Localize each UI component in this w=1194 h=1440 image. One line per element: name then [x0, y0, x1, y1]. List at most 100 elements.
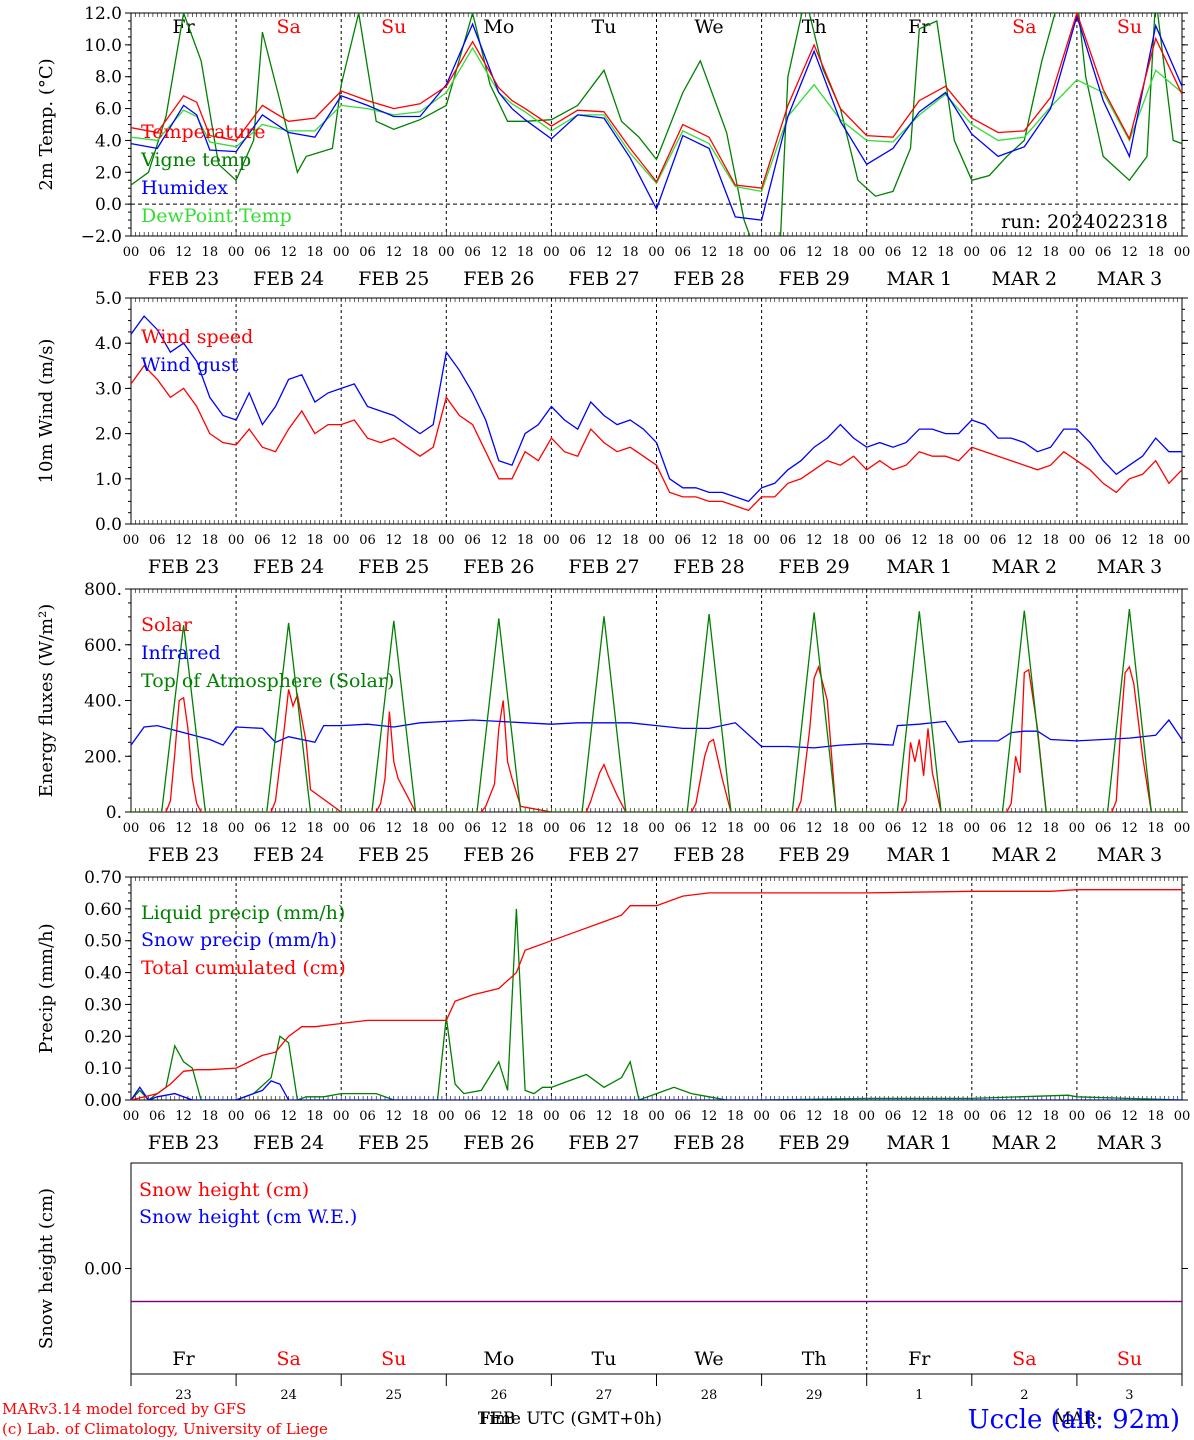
hour-tick-label: 18 [307, 245, 324, 260]
y-tick-label: 400. [84, 692, 122, 712]
y-tick-label: 800. [84, 580, 122, 600]
legend-entry: Wind gust [141, 354, 239, 376]
run-label: run: 2024022318 [1001, 211, 1168, 233]
day-abbr: Su [381, 16, 406, 38]
hour-tick-label: 12 [385, 245, 402, 260]
date-label: FEB 26 [463, 844, 534, 866]
hour-tick-label: 06 [780, 821, 797, 836]
day-abbr: Su [1117, 16, 1142, 38]
day-number: 1 [915, 1388, 923, 1403]
series-line-top-of-atmosphere-solar- [131, 609, 1182, 812]
series-line-wind-speed [131, 364, 1182, 512]
hour-tick-label: 18 [307, 821, 324, 836]
hour-tick-label: 06 [1095, 245, 1112, 260]
series-line-temperature [131, 13, 1182, 189]
hour-tick-label: 18 [202, 821, 219, 836]
hour-tick-label: 06 [885, 245, 902, 260]
hour-tick-label: 18 [727, 1109, 744, 1124]
hour-tick-label: 06 [675, 245, 692, 260]
date-label: FEB 27 [568, 556, 639, 578]
hour-tick-label: 00 [333, 821, 350, 836]
series-line-liquid-precip-mm-h- [131, 908, 1182, 1100]
date-label: FEB 29 [779, 268, 850, 290]
day-abbr: Tu [591, 16, 616, 38]
hour-tick-label: 18 [517, 1109, 534, 1124]
hour-tick-label: 18 [832, 245, 849, 260]
day-abbr: Sa [1012, 1348, 1036, 1370]
hour-tick-label: 06 [675, 1109, 692, 1124]
hour-tick-label: 00 [753, 245, 770, 260]
hour-tick-label: 06 [359, 533, 376, 548]
hour-tick-label: 06 [885, 1109, 902, 1124]
date-label: FEB 29 [779, 556, 850, 578]
day-abbr: Sa [276, 1348, 300, 1370]
hour-tick-label: 00 [964, 1109, 981, 1124]
date-label: MAR 2 [992, 844, 1058, 866]
hour-tick-label: 00 [753, 1109, 770, 1124]
hour-tick-label: 18 [622, 1109, 639, 1124]
hour-tick-label: 12 [491, 245, 508, 260]
date-label: MAR 3 [1097, 844, 1163, 866]
hour-tick-label: 00 [753, 533, 770, 548]
legend-entry: Vigne temp [140, 149, 251, 171]
legend-entry: Top of Atmosphere (Solar) [141, 670, 394, 692]
plot-frame [130, 12, 1183, 237]
hour-tick-label: 06 [254, 821, 271, 836]
hour-tick-label: 12 [911, 1109, 928, 1124]
date-label: MAR 1 [886, 556, 952, 578]
hour-tick-label: 12 [1016, 245, 1033, 260]
y-tick-label: 4.0 [95, 334, 122, 354]
hour-tick-label: 12 [280, 245, 297, 260]
y-tick-label: 0.30 [84, 995, 122, 1015]
day-number: 2 [1020, 1388, 1028, 1403]
hour-tick-label: 18 [832, 1109, 849, 1124]
hour-tick-label: 12 [1121, 821, 1138, 836]
day-number: 3 [1125, 1388, 1133, 1403]
y-tick-label: 0.40 [84, 964, 122, 984]
hour-tick-label: 00 [123, 533, 140, 548]
date-label: MAR 1 [886, 844, 952, 866]
hour-tick-label: 18 [727, 245, 744, 260]
date-label: FEB 28 [673, 844, 744, 866]
date-label: FEB 27 [568, 268, 639, 290]
date-label: MAR 1 [886, 1132, 952, 1154]
y-tick-label: 2.0 [95, 425, 122, 445]
hour-tick-label: 12 [911, 533, 928, 548]
hour-tick-label: 00 [1174, 245, 1191, 260]
footer-month-feb: FEB [479, 1409, 516, 1429]
y-tick-label: 600. [84, 636, 122, 656]
hour-tick-label: 06 [254, 245, 271, 260]
hour-tick-label: 06 [885, 533, 902, 548]
day-abbr: Tu [591, 1348, 616, 1370]
hour-tick-label: 12 [701, 1109, 718, 1124]
hour-tick-label: 18 [1042, 1109, 1059, 1124]
date-label: FEB 24 [253, 268, 324, 290]
legend-entry: Snow height (cm) [139, 1179, 309, 1201]
hour-tick-label: 18 [412, 245, 429, 260]
hour-tick-label: 12 [911, 821, 928, 836]
day-number: 24 [280, 1388, 297, 1403]
legend-entry: Temperature [141, 121, 265, 143]
hour-tick-label: 06 [254, 1109, 271, 1124]
hour-tick-label: 18 [307, 533, 324, 548]
hour-tick-label: 00 [1174, 1109, 1191, 1124]
hour-tick-label: 00 [753, 821, 770, 836]
hour-tick-label: 12 [385, 533, 402, 548]
series-line-total-cumulated-cm- [131, 889, 1182, 1100]
y-tick-label: 0.50 [84, 932, 122, 952]
day-abbr: Sa [1012, 16, 1036, 38]
hour-tick-label: 06 [464, 1109, 481, 1124]
date-label: FEB 28 [673, 556, 744, 578]
day-abbr: Sa [276, 16, 300, 38]
hour-tick-label: 18 [202, 533, 219, 548]
hour-tick-label: 00 [543, 1109, 560, 1124]
hour-tick-label: 00 [123, 245, 140, 260]
footer-copyright: (c) Lab. of Climatology, University of L… [2, 1420, 328, 1438]
hour-tick-label: 00 [438, 1109, 455, 1124]
hour-tick-label: 06 [149, 821, 166, 836]
date-label: FEB 28 [673, 1132, 744, 1154]
hour-tick-label: 00 [648, 533, 665, 548]
hour-tick-label: 00 [543, 245, 560, 260]
y-tick-label: 0.10 [84, 1059, 122, 1079]
hour-tick-label: 00 [648, 1109, 665, 1124]
